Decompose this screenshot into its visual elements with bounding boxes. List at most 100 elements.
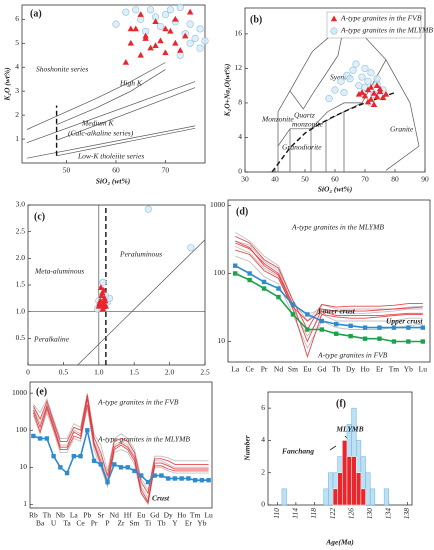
circle-point (352, 60, 360, 68)
x-tick-label: 126 (346, 508, 355, 520)
histogram-bar (323, 488, 329, 506)
square-point (420, 325, 425, 330)
y-tick-label: 0.5 (16, 333, 26, 342)
square-point (78, 453, 83, 459)
square-point (420, 339, 425, 344)
square-point (192, 477, 198, 483)
triangle-point (142, 35, 149, 41)
y-tick-label: 1.0 (16, 306, 26, 315)
y-tick-label: 16 (235, 29, 243, 38)
triangle-point (186, 8, 194, 15)
square-point (247, 277, 252, 283)
y-axis-label: K₂O (wt%) (3, 67, 12, 102)
triangle-point (373, 82, 381, 88)
circle-point (346, 75, 354, 83)
annotation: monzonite (292, 120, 324, 129)
square-point (319, 327, 324, 332)
circle-point (112, 20, 120, 28)
square-point (290, 302, 296, 307)
spider-line (32, 398, 209, 503)
x-tick-label: 114 (291, 508, 300, 519)
x-tick-label: Tm (190, 511, 201, 520)
circle-point (186, 20, 194, 28)
triangle-point (172, 15, 179, 22)
x-tick-label: Nd (110, 511, 119, 520)
series-label: Crust (152, 494, 170, 503)
triangle-point (147, 44, 154, 51)
x-tick-label: Pb (83, 511, 91, 520)
square-point (98, 462, 103, 467)
legend-label: A-type granites in the FVB (340, 14, 422, 23)
triangle-point (367, 83, 375, 90)
histogram-bar (342, 440, 348, 506)
square-point (334, 331, 339, 336)
y-tick-label: 2 (15, 110, 19, 119)
x-tick-label: Ti (145, 519, 151, 528)
square-point (179, 476, 184, 481)
circle-point (176, 3, 184, 11)
triangle-point (96, 300, 103, 306)
x-tick-label: Tb (332, 365, 341, 374)
circle-point (196, 44, 204, 52)
y-tick-label: 4 (261, 435, 265, 444)
triangle-point (361, 92, 369, 99)
circle-point (361, 64, 369, 73)
y-tick-label: 10 (218, 336, 226, 345)
series-label: A-type granites in the MLYMB (97, 435, 190, 444)
x-tick-label: Ho (360, 365, 369, 374)
square-point (377, 336, 382, 341)
y-tick-label: 10 (20, 462, 28, 471)
square-point (159, 473, 164, 478)
plot-frame (21, 4, 206, 164)
square-point (290, 312, 296, 317)
square-point (31, 433, 36, 439)
annotation: Quartz (294, 111, 315, 120)
circle-point (132, 6, 140, 14)
histogram-bar (369, 488, 376, 506)
y-tick-label: 12 (235, 63, 243, 72)
panel-5: (f) Age(Ma) Number 0 2 4 6 110 114 118 122 126 130 13… (243, 391, 413, 547)
spider-line (235, 242, 423, 343)
square-point (132, 468, 137, 474)
histogram-bar (337, 472, 343, 506)
x-tick-label: Rb (29, 511, 38, 520)
square-point (206, 477, 211, 483)
x-tick-label: Tm (389, 365, 400, 374)
x-tick-label: 0 (26, 368, 30, 377)
circle-point (355, 82, 363, 90)
x-tick-label: Th (43, 511, 52, 520)
triangle-point (97, 284, 105, 290)
circle-point (122, 8, 130, 16)
x-tick-label: 50 (301, 175, 309, 184)
square-point (105, 479, 110, 485)
annotation: High K (119, 79, 143, 88)
triangle-point (379, 94, 387, 101)
spider-line (32, 404, 209, 505)
y-tick-label: 4 (238, 132, 242, 141)
histogram-bar (328, 472, 334, 506)
histogram-bar (281, 488, 287, 506)
histogram-bar (351, 456, 357, 506)
x-tick-label: Hf (124, 511, 132, 520)
square-point (276, 286, 281, 291)
annotation: Granite (390, 125, 414, 134)
x-tick-label: 2.0 (165, 368, 175, 377)
square-point (186, 476, 191, 481)
y-tick-label: 2.5 (16, 226, 26, 235)
boundary-line (271, 91, 396, 173)
circle-point (201, 37, 209, 45)
square-point (261, 286, 267, 291)
annotation: Low-K tholeiite series (77, 152, 144, 161)
x-axis-label: Age(Ma) (325, 538, 354, 547)
square-point (334, 321, 339, 327)
y-tick-label: 1000 (210, 200, 225, 209)
spider-line (32, 396, 209, 500)
circle-point (144, 205, 152, 213)
x-tick-label: 60 (331, 175, 339, 184)
square-point (58, 465, 63, 470)
x-tick-label: Ce (76, 519, 85, 528)
triangle-point (177, 46, 184, 53)
square-point (172, 476, 178, 481)
boundary-line (26, 125, 196, 159)
x-tick-label: 70 (361, 175, 369, 184)
